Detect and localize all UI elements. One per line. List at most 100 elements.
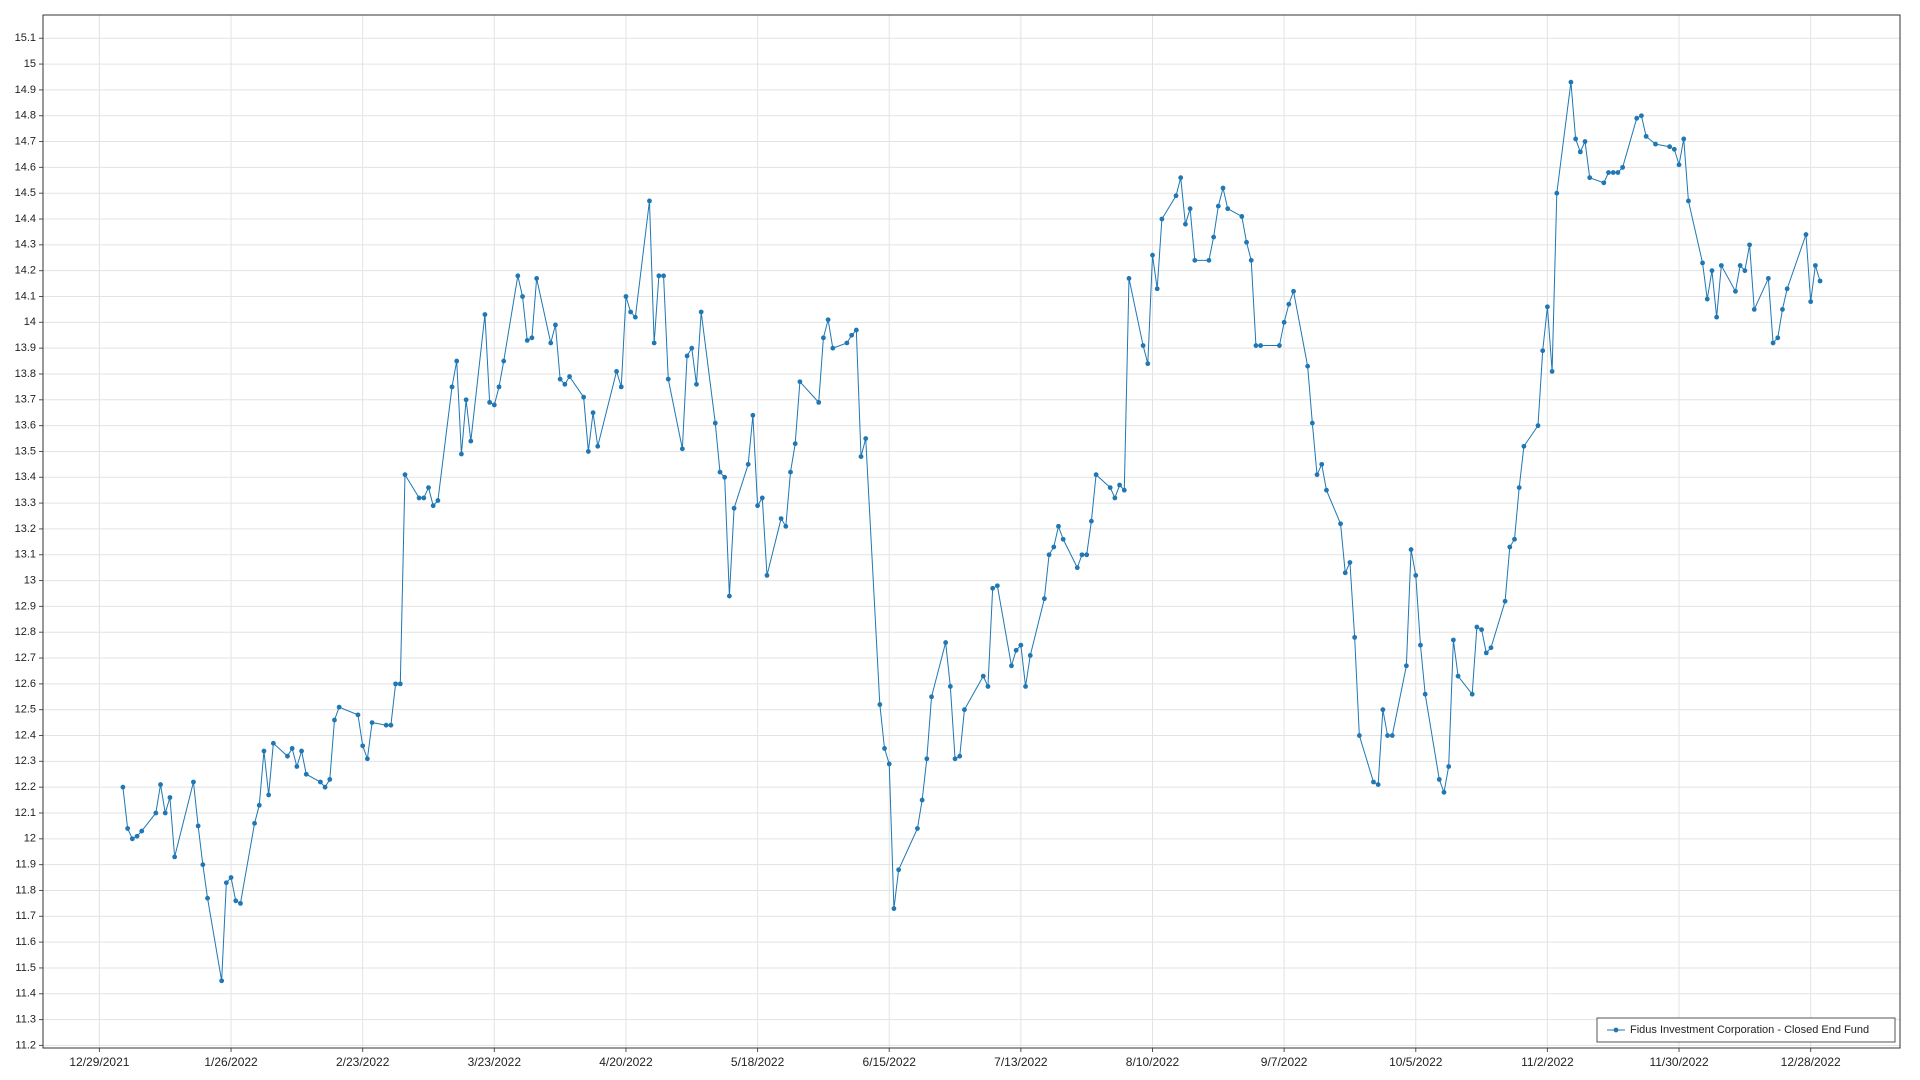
y-tick-label: 14.4 xyxy=(15,213,36,225)
y-tick-label: 11.2 xyxy=(15,1039,36,1051)
point xyxy=(1441,789,1447,795)
point xyxy=(1601,180,1607,186)
point xyxy=(1121,487,1127,493)
x-tick-label: 1/26/2022 xyxy=(204,1055,258,1069)
y-tick-label: 14.1 xyxy=(15,290,36,302)
point xyxy=(1747,242,1752,248)
point xyxy=(1023,684,1028,689)
point xyxy=(962,707,967,713)
point xyxy=(134,833,140,839)
point xyxy=(1013,647,1019,653)
point xyxy=(731,505,737,511)
point xyxy=(261,748,267,754)
point xyxy=(501,358,507,364)
point xyxy=(679,446,685,452)
point xyxy=(623,294,629,299)
point xyxy=(684,353,690,359)
point xyxy=(463,397,469,403)
y-tick-label: 13.9 xyxy=(15,342,36,354)
point xyxy=(618,384,624,390)
y-tick-label: 12.5 xyxy=(15,704,36,716)
point xyxy=(120,784,126,790)
point xyxy=(567,374,572,379)
point xyxy=(886,761,892,767)
point xyxy=(844,340,850,346)
y-tick-label: 11.6 xyxy=(15,936,36,948)
point xyxy=(129,836,135,842)
x-tick-label: 8/10/2022 xyxy=(1126,1055,1180,1069)
point xyxy=(1469,691,1475,697)
point xyxy=(1314,472,1320,478)
point xyxy=(919,797,925,803)
point xyxy=(515,273,521,279)
point xyxy=(299,748,304,754)
point xyxy=(158,782,163,787)
point xyxy=(1173,193,1179,199)
point xyxy=(332,717,337,723)
y-tick-label: 13 xyxy=(24,574,36,586)
point xyxy=(421,495,427,501)
y-tick-label: 14.6 xyxy=(15,161,36,173)
point xyxy=(1653,141,1658,147)
point xyxy=(755,503,760,509)
point xyxy=(139,828,145,834)
point xyxy=(1338,521,1343,527)
x-tick-label: 4/20/2022 xyxy=(599,1055,653,1069)
point xyxy=(1056,523,1061,529)
point xyxy=(1239,214,1245,219)
point xyxy=(285,753,290,759)
point xyxy=(614,368,619,374)
point xyxy=(1352,634,1358,640)
point xyxy=(322,784,328,790)
point xyxy=(294,764,300,769)
point xyxy=(1709,268,1715,274)
point xyxy=(1474,624,1480,630)
x-tick-label: 12/28/2022 xyxy=(1781,1055,1841,1069)
point xyxy=(1577,149,1583,155)
point xyxy=(233,898,239,904)
point xyxy=(1667,144,1673,150)
point xyxy=(1507,544,1513,550)
point xyxy=(1319,461,1325,467)
point xyxy=(355,712,361,718)
y-tick-label: 11.9 xyxy=(15,859,36,871)
point xyxy=(1770,340,1776,346)
point xyxy=(219,978,225,984)
point xyxy=(1737,263,1743,268)
point xyxy=(1408,547,1414,552)
point xyxy=(1291,288,1296,294)
point xyxy=(167,795,173,800)
point xyxy=(1545,304,1550,310)
x-tick-label: 6/15/2022 xyxy=(863,1055,917,1069)
point xyxy=(1582,139,1588,144)
y-tick-label: 11.4 xyxy=(15,988,36,1000)
point xyxy=(238,900,243,906)
point xyxy=(1225,206,1231,212)
y-tick-label: 12.3 xyxy=(15,755,36,767)
point xyxy=(858,454,864,460)
point xyxy=(1281,319,1287,325)
y-tick-label: 13.5 xyxy=(15,445,36,457)
x-tick-label: 2/23/2022 xyxy=(336,1055,390,1069)
x-tick-label: 3/23/2022 xyxy=(468,1055,522,1069)
point xyxy=(1389,733,1395,738)
y-tick-label: 14.3 xyxy=(15,239,36,251)
point xyxy=(943,640,949,645)
point xyxy=(468,438,474,444)
point xyxy=(788,469,793,475)
y-tick-label: 12.2 xyxy=(15,781,36,793)
y-tick-label: 12.6 xyxy=(15,678,36,690)
point xyxy=(200,862,206,868)
point xyxy=(449,384,455,390)
point xyxy=(1418,642,1423,648)
point xyxy=(1803,232,1809,237)
point xyxy=(1347,560,1353,565)
point xyxy=(534,276,540,281)
y-tick-label: 14.8 xyxy=(15,110,36,122)
point xyxy=(722,474,728,480)
point xyxy=(1488,645,1494,651)
point xyxy=(1154,286,1160,292)
point xyxy=(661,273,666,279)
y-tick-label: 14 xyxy=(24,316,36,328)
